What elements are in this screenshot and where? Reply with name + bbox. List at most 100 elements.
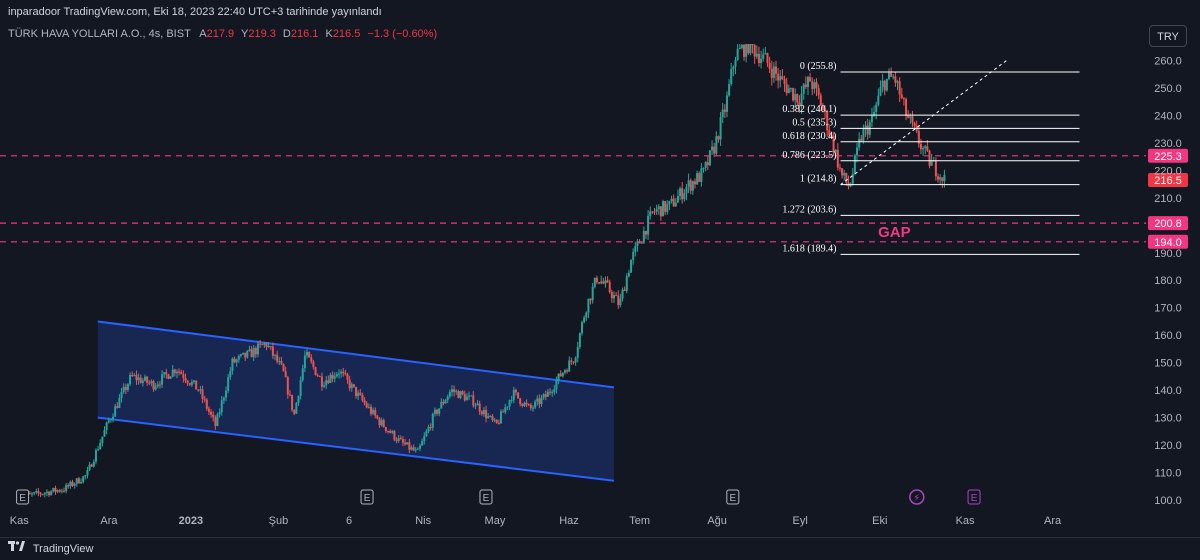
y-axis-tick-label: 230.0 (1154, 138, 1182, 150)
candle-body (235, 359, 238, 363)
x-axis-tick-label: 2023 (179, 515, 203, 527)
y-axis-tick-label: 130.0 (1154, 413, 1182, 425)
candle-body (636, 241, 639, 246)
candle-body (357, 392, 360, 397)
candle-body (175, 371, 178, 374)
channel-upper-line (97, 320, 615, 389)
candle-body (178, 371, 181, 373)
candle-body (71, 481, 74, 486)
candle-body (934, 160, 937, 177)
candle-body (288, 394, 291, 396)
candle-body (902, 98, 905, 100)
candle-body (676, 195, 679, 203)
candle-body (819, 95, 822, 106)
candle-body (468, 395, 471, 397)
candle-body (416, 448, 419, 450)
candle-body (649, 211, 652, 216)
candle-body (841, 168, 844, 176)
candle-body (372, 409, 375, 414)
earnings-event-icon (16, 489, 30, 505)
low-label: D (282, 28, 291, 40)
y-axis-tick-label: 150.0 (1154, 358, 1182, 370)
price-chart[interactable]: 225.3 200.8 194.0 216.5 0 (255.8) 0.382 (240… (0, 0, 1200, 537)
candle-body (702, 167, 705, 169)
candle-body (222, 397, 225, 401)
candle-body (80, 481, 83, 484)
candle-body (506, 406, 509, 408)
currency-button[interactable]: TRY (1149, 25, 1187, 47)
candle-body (845, 173, 848, 183)
candle-body (828, 130, 831, 136)
candle-body (644, 230, 647, 235)
candle-body (877, 95, 880, 105)
candle-body (406, 442, 409, 445)
candle-body (84, 475, 87, 477)
candle-body (297, 395, 300, 403)
candle-body (190, 381, 193, 385)
open-label: A (199, 28, 207, 40)
candle-body (225, 390, 228, 398)
candle-body (870, 115, 873, 123)
candle-body (924, 146, 927, 149)
candle-body (779, 76, 782, 81)
candle-body (789, 88, 792, 90)
candle-body (664, 201, 667, 212)
candle-body (762, 54, 765, 59)
candle-body (158, 384, 161, 386)
candle-body (199, 389, 202, 391)
candle-body (474, 405, 477, 407)
candle-body (141, 380, 144, 383)
published-info: inparadoor TradingView.com, Eki 18, 2023… (8, 6, 382, 18)
candle-body (777, 73, 780, 81)
change-value: −1.3 (−0.60%) (367, 28, 438, 40)
candle-body (766, 53, 769, 63)
candle-body (531, 407, 534, 409)
candle-body (517, 392, 520, 399)
candle-body (446, 396, 449, 401)
y-axis-tick-label: 100.0 (1154, 495, 1182, 507)
candle-body (753, 45, 756, 57)
candle-body (271, 346, 274, 356)
candle-body (917, 131, 920, 144)
x-axis-tick-label: Ağu (707, 515, 727, 527)
candle-body (615, 295, 618, 297)
candle-body (148, 382, 151, 384)
candle-body (337, 373, 340, 375)
x-axis-tick-label: Tem (629, 515, 650, 527)
candle-body (88, 464, 91, 471)
candle-body (254, 348, 257, 355)
candle-body (278, 361, 281, 363)
fib-level-label: 0.618 (230.4) (782, 131, 836, 142)
candle-body (508, 400, 511, 407)
candle-body (94, 450, 97, 462)
candle-body (730, 68, 733, 85)
candle-body (540, 397, 543, 405)
candle-body (875, 104, 878, 112)
candle-body (250, 349, 253, 358)
candle-body (600, 281, 603, 284)
candle-body (280, 361, 283, 365)
candle-body (896, 81, 899, 83)
close-label: K (325, 28, 333, 40)
candle-body (340, 371, 343, 374)
gap-annotation: GAP (878, 224, 911, 241)
candle-body (595, 277, 598, 283)
candle-body (333, 376, 336, 379)
candle-body (860, 138, 863, 141)
x-axis-tick-label: Kas (10, 515, 29, 527)
fib-level-label: 0.5 (235.3) (792, 117, 836, 128)
candle-body (455, 391, 458, 393)
candle-body (561, 372, 564, 377)
candle-body (267, 346, 270, 348)
candle-body (657, 206, 660, 210)
candle-body (704, 162, 707, 168)
candle-body (604, 280, 607, 284)
candle-body (478, 403, 481, 412)
candle-body (295, 402, 298, 414)
candle-body (440, 401, 443, 409)
candle-body (65, 485, 68, 492)
candle-body (161, 374, 164, 385)
x-axis-tick-label: Şub (269, 515, 289, 527)
candle-body (698, 173, 701, 182)
candle-body (286, 377, 289, 395)
